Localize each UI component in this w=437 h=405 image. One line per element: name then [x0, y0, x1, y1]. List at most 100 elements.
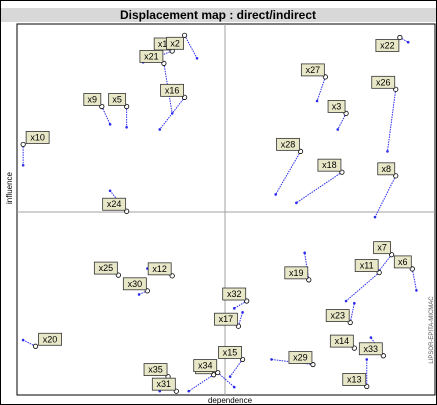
point-label-x19: x19: [289, 268, 304, 278]
point-label-x13: x13: [347, 374, 362, 384]
point-label-x25: x25: [99, 263, 114, 273]
point-marker-x22: [397, 34, 403, 41]
point-label-x12: x12: [152, 264, 167, 274]
point-label-box-x16: [160, 83, 185, 97]
point-label-x17: x17: [219, 314, 234, 324]
displacement-line-x11: [345, 272, 380, 302]
point-label-x21: x21: [144, 51, 159, 61]
point-label-x8: x8: [381, 164, 391, 174]
point-label-box-x23: [325, 309, 350, 322]
point-label-box-x29: [288, 351, 313, 364]
point-label-box-x19: [284, 266, 309, 280]
point-label-x16: x16: [165, 85, 180, 95]
point-label-box-x31: [151, 377, 176, 391]
point-label-box-x17: [214, 312, 238, 326]
point-label-x28: x28: [281, 139, 296, 149]
point-label-x34: x34: [198, 361, 213, 371]
point-label-x23: x23: [330, 311, 345, 321]
displacement-line-x16: [159, 97, 185, 130]
point-label-x18: x18: [322, 160, 337, 170]
point-label-x3: x3: [332, 101, 342, 111]
displacement-line-x7: [378, 254, 392, 272]
point-label-x31: x31: [157, 379, 172, 389]
displacement-end-x34: [232, 385, 236, 389]
displacement-end-x6: [415, 289, 418, 292]
plot-frame: [16, 23, 436, 396]
point-label-x26: x26: [376, 77, 391, 87]
point-label-box-x22: [375, 39, 400, 52]
point-label-box-x18: [317, 158, 342, 172]
displacement-end-x29: [270, 358, 273, 361]
displacement-end-x22: [406, 40, 410, 44]
point-label-box-x9: [83, 93, 102, 106]
point-label-x2: x2: [170, 38, 180, 48]
x-axis-label: dependence: [208, 396, 253, 405]
point-label-box-x6: [393, 255, 412, 269]
point-label-x9: x9: [88, 94, 98, 104]
y-axis-label: influence: [5, 171, 14, 204]
displacement-end-x15: [228, 375, 232, 378]
displacement-end-x2: [195, 56, 199, 60]
point-label-box-x10: [25, 131, 50, 144]
point-label-box-x28: [276, 137, 300, 151]
displacement-end-x32: [232, 307, 236, 310]
point-label-x35: x35: [148, 365, 163, 375]
displacement-end-x18: [295, 201, 298, 205]
displacement-end-x8: [373, 215, 377, 219]
point-label-box-x30: [122, 277, 147, 291]
displacement-end-x11: [344, 299, 348, 303]
point-label-box-x25: [93, 261, 118, 275]
point-marker-x20: [32, 343, 39, 349]
chart-title: Displacement map : direct/indirect: [120, 8, 316, 22]
displacement-end-x5: [125, 125, 128, 129]
point-label-x7: x7: [377, 243, 387, 253]
displacement-end-x24: [108, 189, 112, 193]
displacement-end-x20: [21, 338, 25, 342]
displacement-end-x19: [303, 251, 306, 255]
point-label-box-x5: [108, 93, 127, 106]
point-label-box-x2: [166, 36, 185, 50]
point-label-box-x20: [38, 332, 62, 346]
displacement-end-x28: [274, 193, 277, 196]
point-label-box-x14: [329, 334, 354, 348]
point-label-x32: x32: [227, 289, 242, 299]
displacement-line-x15: [229, 359, 243, 377]
displacement-line-x18: [296, 171, 343, 204]
displacement-end-x9: [108, 123, 112, 126]
displacement-end-x13: [365, 358, 369, 361]
point-label-x20: x20: [43, 334, 58, 344]
point-label-box-x13: [342, 373, 367, 386]
point-label-x1: x1: [158, 39, 168, 49]
point-label-box-x12: [147, 262, 172, 276]
point-label-box-x26: [371, 75, 396, 89]
displacement-line-x28: [275, 151, 301, 195]
displacement-end-x17: [241, 311, 244, 314]
point-label-box-x21: [139, 50, 164, 63]
point-label-x10: x10: [30, 132, 45, 142]
displacement-line-x26: [386, 89, 397, 152]
point-label-box-x24: [102, 197, 127, 211]
point-label-x5: x5: [112, 94, 122, 104]
point-label-box-x33: [358, 342, 383, 356]
point-label-box-x27: [300, 63, 325, 77]
displacement-line-x3: [337, 113, 347, 130]
displacement-end-x30: [137, 293, 141, 296]
displacement-end-x23: [353, 301, 356, 305]
point-label-box-x32: [222, 287, 247, 301]
point-labels: x1 x2 x21 x16 x9 x5 x10 x22 x27 x26 x3 x28 x18 x8 x24 x…: [25, 36, 412, 391]
displacement-line-x22: [399, 37, 409, 43]
right-side-note: LIPSOR-EPITA-MICMAC: [429, 296, 435, 364]
point-label-x15: x15: [223, 347, 238, 357]
displacement-line-x6: [411, 268, 417, 291]
displacement-end-x10: [21, 163, 25, 167]
displacement-end-x33: [369, 336, 373, 339]
displacement-line-x30: [138, 290, 148, 295]
displacement-line-x9: [101, 106, 111, 125]
point-label-box-x3: [327, 100, 346, 113]
point-label-x6: x6: [398, 257, 408, 267]
title-bar: [1, 8, 436, 22]
displacement-end-x16: [158, 128, 162, 131]
point-label-box-x15: [218, 346, 242, 359]
